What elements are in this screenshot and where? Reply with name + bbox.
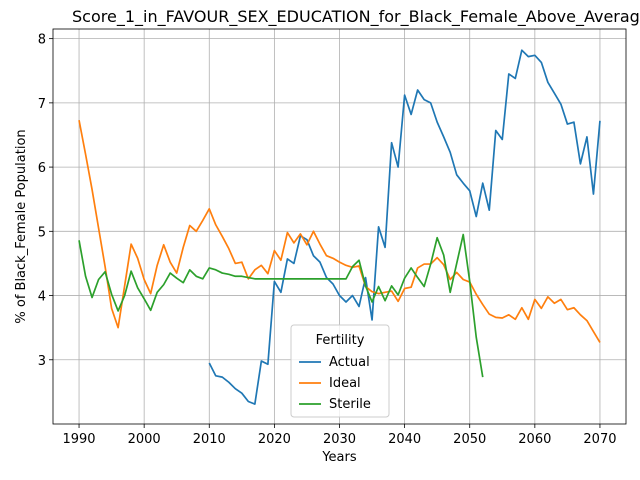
y-tick-label: 3	[38, 354, 46, 369]
y-tick-label: 7	[38, 97, 46, 112]
x-tick-label: 1990	[62, 432, 95, 447]
x-tick-label: 2030	[323, 432, 356, 447]
y-tick-label: 5	[38, 225, 46, 240]
series-lines	[78, 49, 601, 405]
series-line-ideal	[78, 120, 601, 343]
legend-title: Fertility	[316, 333, 365, 348]
x-tick-label: 2070	[583, 432, 616, 447]
legend-entry-sterile: Sterile	[329, 397, 371, 412]
y-tick-label: 8	[38, 33, 46, 48]
x-tick-label: 2000	[128, 432, 161, 447]
x-tick-label: 2010	[193, 432, 226, 447]
legend: Fertility Actual Ideal Sterile	[290, 324, 390, 418]
legend-entry-actual: Actual	[329, 355, 370, 370]
legend-box	[290, 324, 390, 418]
x-tick-label: 2060	[518, 432, 551, 447]
series-line-actual	[208, 49, 601, 405]
y-tick-label: 6	[38, 161, 46, 176]
y-axis-label: % of Black_Female Population	[14, 129, 29, 323]
chart-title: Score_1_in_FAVOUR_SEX_EDUCATION_for_Blac…	[72, 7, 640, 27]
axis-ticks: 1990 2000 2010 2020 2030 2040 2050 2060 2070 3 4 5 6…	[38, 33, 617, 447]
legend-entry-ideal: Ideal	[329, 376, 361, 391]
x-axis-label: Years	[321, 450, 357, 465]
y-tick-label: 4	[38, 290, 46, 305]
series-line-sterile	[78, 233, 484, 378]
x-tick-label: 2050	[453, 432, 486, 447]
x-tick-label: 2040	[388, 432, 421, 447]
x-tick-label: 2020	[258, 432, 291, 447]
